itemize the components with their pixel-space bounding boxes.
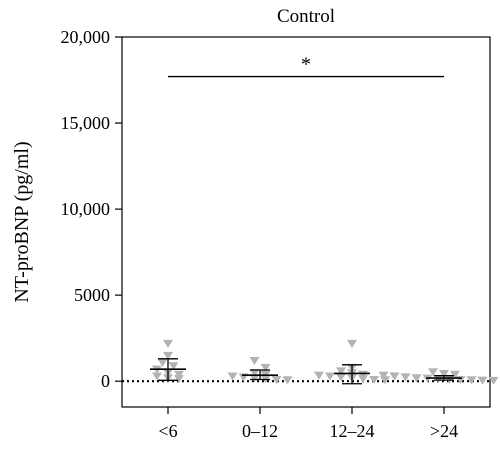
data-point — [168, 362, 179, 371]
data-point — [439, 369, 449, 378]
data-point — [378, 371, 389, 380]
data-point — [400, 373, 411, 382]
data-point — [433, 375, 444, 384]
data-point — [380, 376, 390, 385]
data-point — [450, 370, 460, 379]
data-point — [477, 376, 488, 385]
data-point — [157, 358, 168, 367]
data-point — [488, 376, 499, 385]
data-point — [369, 375, 379, 384]
y-tick-label: 0 — [101, 371, 110, 391]
data-point — [336, 373, 346, 382]
data-point — [174, 370, 184, 379]
data-point — [152, 372, 162, 381]
y-axis-label: NT-proBNP (pg/ml) — [11, 141, 33, 302]
data-point — [411, 374, 422, 383]
data-point — [336, 367, 346, 376]
data-point — [389, 372, 400, 381]
data-point — [249, 374, 260, 383]
x-tick-label: <6 — [158, 421, 177, 441]
x-tick-label: 12–24 — [330, 421, 375, 441]
data-point — [260, 363, 271, 372]
data-point — [358, 375, 368, 384]
data-point — [455, 375, 466, 384]
x-tick-label: 0–12 — [242, 421, 278, 441]
chart-title: Control — [277, 6, 335, 27]
data-point — [174, 375, 184, 384]
plot-area: Control NT-proBNP (pg/ml) 0 5000 10,000 15,00… — [11, 6, 500, 441]
data-point — [249, 369, 260, 378]
data-point — [282, 376, 293, 385]
y-tick-label: 20,000 — [61, 27, 111, 47]
y-tick-label: 15,000 — [61, 113, 111, 133]
data-point — [271, 375, 282, 384]
plot-frame — [121, 36, 491, 408]
data-point — [163, 351, 173, 360]
x-tick-label: >24 — [430, 421, 458, 441]
data-point — [314, 371, 324, 380]
y-tick-label: 5000 — [74, 285, 110, 305]
data-point — [428, 368, 438, 377]
data-point — [163, 339, 173, 348]
significance-star: * — [301, 54, 311, 76]
data-point — [325, 372, 335, 381]
data-point — [249, 357, 260, 366]
y-tick-label: 10,000 — [61, 199, 111, 219]
data-point — [466, 376, 477, 385]
data-point — [227, 372, 238, 381]
data-point — [347, 339, 357, 348]
